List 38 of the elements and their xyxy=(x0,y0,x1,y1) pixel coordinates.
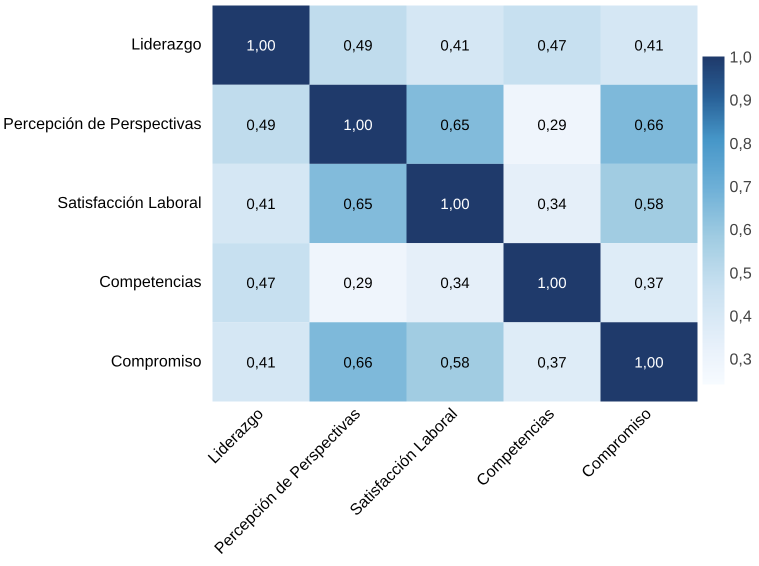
data-label: 1,00 xyxy=(343,116,373,134)
color-bar-label: 0,6 xyxy=(730,222,752,240)
data-label: 1,00 xyxy=(246,38,276,55)
data-label: 1,00 xyxy=(634,354,664,372)
y-tick-label: Competencias xyxy=(99,274,202,292)
y-tick-label: Satisfacción Laboral xyxy=(57,195,202,212)
data-label: 0,49 xyxy=(343,38,373,55)
data-label: 0,29 xyxy=(537,116,567,134)
color-bar-label: 0,7 xyxy=(730,178,752,196)
color-bar-label: 0,4 xyxy=(730,308,752,326)
data-label: 0,58 xyxy=(634,196,664,213)
y-tick-label: Percepción de Perspectivas xyxy=(3,116,202,133)
color-bar-label: 0,9 xyxy=(730,92,752,110)
data-label: 0,41 xyxy=(634,38,664,55)
data-label: 0,47 xyxy=(246,275,276,292)
data-label: 0,66 xyxy=(343,354,373,372)
data-label: 0,49 xyxy=(246,116,276,134)
data-label: 1,00 xyxy=(440,196,470,213)
data-label: 0,34 xyxy=(440,275,470,292)
data-label: 0,65 xyxy=(440,116,470,134)
color-bar-label: 0,5 xyxy=(730,265,752,282)
y-tick-label: Compromiso xyxy=(110,353,202,370)
data-label: 0,41 xyxy=(246,196,276,213)
data-label: 0,29 xyxy=(343,275,373,292)
data-label: 0,41 xyxy=(246,354,276,372)
data-label: 0,34 xyxy=(537,196,567,213)
data-label: 0,37 xyxy=(537,354,567,372)
color-bar-label: 0,3 xyxy=(730,352,752,369)
color-bar-label: 1,0 xyxy=(730,50,752,66)
data-label: 0,37 xyxy=(634,275,664,292)
data-label: 0,47 xyxy=(537,38,567,55)
data-label: 1,00 xyxy=(537,275,567,292)
color-bar-label: 0,8 xyxy=(730,136,752,153)
data-label: 0,66 xyxy=(634,116,664,134)
data-label: 0,58 xyxy=(440,354,470,372)
y-tick-label: Liderazgo xyxy=(131,36,202,54)
data-label: 0,41 xyxy=(440,38,470,55)
data-label: 0,65 xyxy=(343,196,373,213)
